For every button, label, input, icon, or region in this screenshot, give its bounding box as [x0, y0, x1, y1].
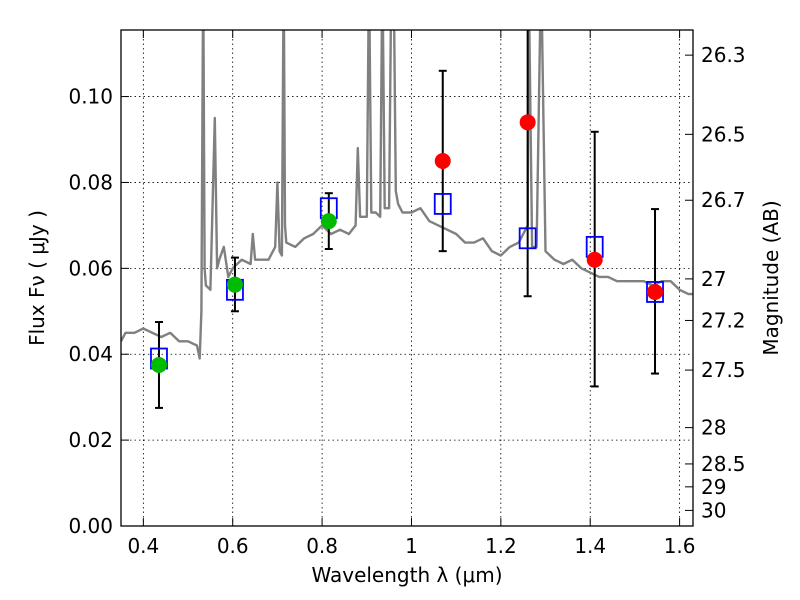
photometry-points: [150, 114, 664, 373]
x-tick-label: 0.4: [127, 534, 159, 558]
detection-point: [150, 356, 167, 373]
model-flux-box: [518, 227, 537, 250]
y2-tick-label: 26.3: [701, 43, 746, 67]
x-tick-label: 0.6: [217, 534, 249, 558]
y-tick-label: 0.02: [68, 428, 113, 452]
model-flux-box: [433, 193, 452, 215]
x-tick-label: 0.8: [306, 534, 338, 558]
low-sn-point: [647, 283, 664, 300]
y2-tick-label: 27.5: [701, 358, 746, 382]
y-tick-label: 0.10: [68, 85, 113, 109]
y2-tick-label: 27: [701, 267, 726, 291]
x-axis-title: Wavelength λ (μm): [311, 563, 502, 587]
x-tick-label: 1.2: [485, 534, 517, 558]
y-tick-label: 0.06: [68, 256, 113, 280]
x-tick-label: 1.4: [574, 534, 606, 558]
y-tick-label: 0.00: [68, 514, 113, 538]
y2-tick-label: 27.2: [701, 308, 746, 332]
y-axis-ticks: 0.00 0.02 0.04 0.06 0.08 0.10: [68, 85, 129, 538]
y2-tick-label: 29: [701, 475, 726, 499]
plot-frame: [120, 29, 694, 527]
x-tick-label: 1: [405, 534, 418, 558]
low-sn-point: [434, 152, 451, 169]
detection-point: [226, 276, 243, 293]
y2-tick-label: 28.5: [701, 452, 746, 476]
y2-tick-label: 26.7: [701, 188, 746, 212]
y-tick-label: 0.04: [68, 342, 113, 366]
low-sn-point: [519, 114, 536, 131]
x-axis-ticks: 0.4 0.6 0.8 1 1.2 1.4 1.6: [127, 30, 696, 558]
y2-tick-label: 30: [701, 498, 726, 522]
x-tick-label: 1.6: [664, 534, 696, 558]
y2-axis-title: Magnitude (AB): [759, 200, 783, 355]
detection-point: [320, 213, 337, 230]
y2-tick-label: 28: [701, 416, 726, 440]
y-tick-label: 0.08: [68, 170, 113, 194]
y2-tick-label: 26.5: [701, 122, 746, 146]
error-bars: [154, 30, 660, 409]
model-spectrum-line: [121, 30, 693, 360]
low-sn-point: [586, 251, 603, 268]
y-axis-title: Flux Fν ( μJy ): [25, 210, 49, 346]
